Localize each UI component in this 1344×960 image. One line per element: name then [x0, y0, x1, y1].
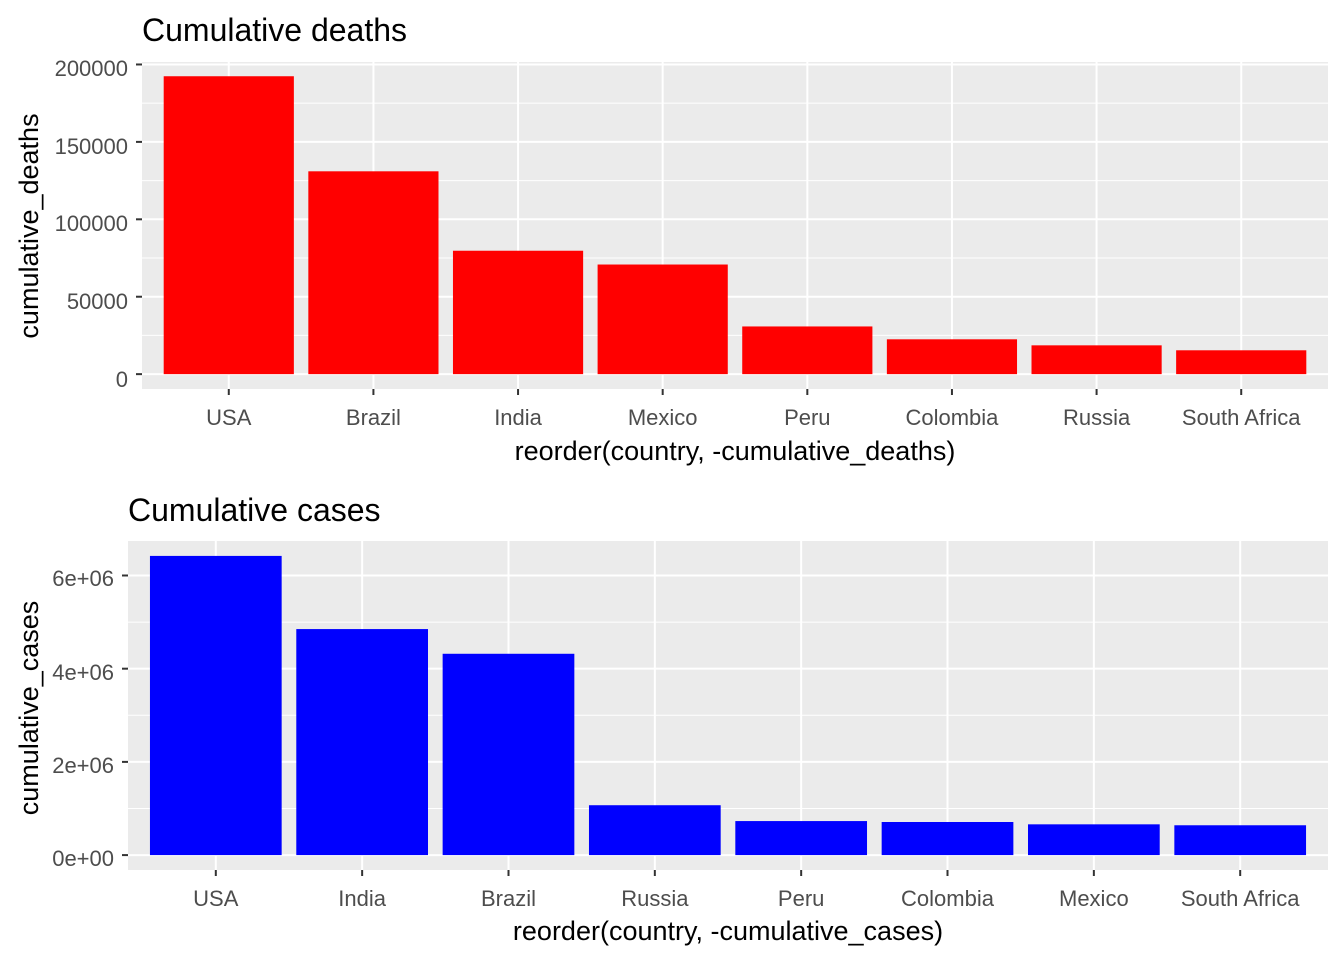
chart-title: Cumulative cases [128, 492, 381, 528]
x-tick-label: India [494, 405, 542, 430]
bar-mexico [1028, 824, 1160, 856]
bar-india [452, 250, 584, 375]
y-axis-title: cumulative_deaths [14, 113, 44, 338]
y-axis-title: cumulative_cases [14, 601, 44, 816]
x-tick-label: Mexico [628, 405, 698, 430]
x-tick-label: Russia [1063, 405, 1131, 430]
y-tick-label: 100000 [55, 211, 128, 236]
bar-brazil [442, 653, 575, 856]
x-tick-label: Colombia [901, 886, 995, 911]
bar-peru [735, 821, 868, 856]
chart-deaths: Cumulative deaths 0 50000 100000 150000 … [14, 12, 1328, 466]
bar-south-africa [1176, 350, 1307, 375]
x-tick-label: Peru [784, 405, 830, 430]
y-tick-label: 6e+06 [52, 566, 114, 591]
bar-usa [149, 555, 282, 856]
x-tick-label: USA [193, 886, 239, 911]
x-tick-label: South Africa [1182, 405, 1301, 430]
bar-russia [1031, 345, 1162, 375]
chart-cases: Cumulative cases 0e+00 2e+06 4e+06 6e+06… [14, 492, 1328, 946]
x-axis: USA India Brazil Russia Peru Colombia Mexico So… [193, 870, 1300, 911]
y-tick-label: 4e+06 [52, 660, 114, 685]
chart-title: Cumulative deaths [142, 12, 407, 48]
y-tick-label: 200000 [55, 56, 128, 81]
y-tick-label: 0 [116, 367, 128, 392]
bar-peru [742, 326, 873, 375]
bar-mexico [597, 264, 728, 375]
bars [149, 555, 1307, 856]
x-tick-label: Brazil [481, 886, 536, 911]
y-axis: 0 50000 100000 150000 200000 [55, 56, 142, 392]
y-axis: 0e+00 2e+06 4e+06 6e+06 [52, 566, 128, 871]
bar-usa [163, 76, 294, 375]
bars [163, 76, 1307, 375]
bar-russia [588, 805, 721, 856]
x-tick-label: India [338, 886, 386, 911]
x-tick-label: Russia [621, 886, 689, 911]
y-tick-label: 50000 [67, 289, 128, 314]
y-tick-label: 2e+06 [52, 753, 114, 778]
x-axis: USA Brazil India Mexico Peru Colombia Russia So… [206, 389, 1301, 430]
x-tick-label: Mexico [1059, 886, 1129, 911]
x-tick-label: Brazil [346, 405, 401, 430]
bar-brazil [308, 171, 439, 375]
x-axis-title: reorder(country, -cumulative_deaths) [515, 436, 956, 466]
bar-south-africa [1174, 825, 1307, 856]
bar-colombia [886, 339, 1018, 375]
bar-india [296, 629, 428, 856]
x-axis-title: reorder(country, -cumulative_cases) [513, 916, 943, 946]
y-tick-label: 150000 [55, 134, 128, 159]
x-tick-label: South Africa [1181, 886, 1300, 911]
bar-colombia [881, 822, 1014, 856]
x-tick-label: USA [206, 405, 252, 430]
x-tick-label: Peru [778, 886, 824, 911]
x-tick-label: Colombia [905, 405, 999, 430]
y-tick-label: 0e+00 [52, 846, 114, 871]
